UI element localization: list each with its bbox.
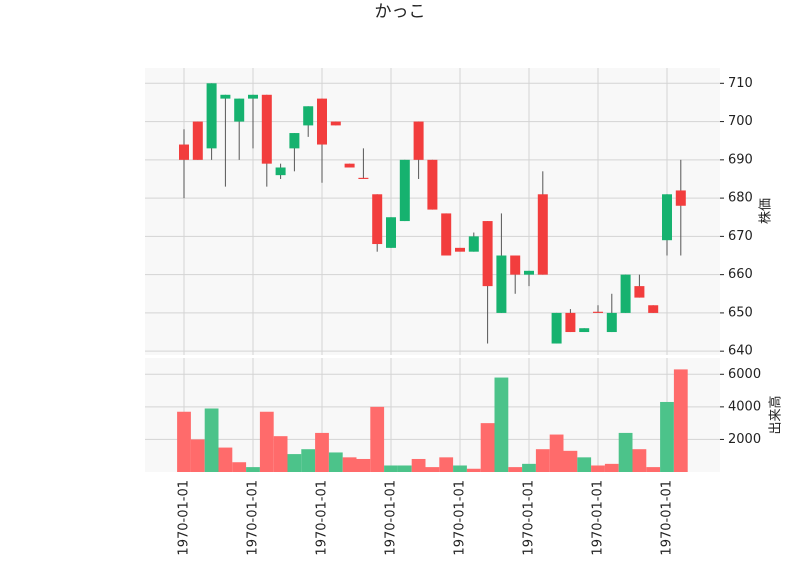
volume-tick-label: 6000 [728, 367, 761, 382]
candle-body [468, 236, 479, 252]
candle-body [455, 247, 465, 252]
volume-bar [370, 406, 385, 472]
candle-body [662, 194, 672, 241]
volume-tick-label: 4000 [728, 399, 761, 414]
volume-bar [425, 467, 440, 472]
y-tick-label: 680 [728, 191, 753, 206]
candle-body [399, 159, 410, 222]
candle-body [551, 312, 562, 344]
volume-bar [218, 447, 233, 472]
candle-body [330, 121, 341, 126]
candle-body [358, 177, 369, 179]
volume-tick-label: 2000 [728, 432, 761, 447]
candle-body [593, 311, 603, 313]
y-tick-label: 710 [728, 76, 753, 91]
candle-body [482, 221, 493, 287]
volume-axis-label: 出来高 [768, 395, 784, 434]
chart-title: かっこ [375, 2, 426, 22]
volume-bar [397, 465, 412, 472]
volume-bar [494, 377, 509, 472]
candle-body [579, 328, 590, 333]
volume-bar [204, 408, 219, 472]
volume-bar [480, 423, 495, 472]
volume-bar [535, 449, 550, 472]
candle-body [427, 159, 438, 210]
x-tick-label: 1970-01-01 [177, 480, 192, 556]
x-tick-label: 1970-01-01 [384, 480, 399, 556]
candle-body [179, 144, 189, 160]
volume-bar [618, 432, 633, 472]
candle-body [606, 312, 617, 333]
volume-bar [232, 462, 247, 472]
candle-body [620, 274, 631, 313]
candle-body [441, 213, 452, 256]
x-tick-label: 1970-01-01 [246, 480, 261, 556]
y-tick-label: 640 [728, 344, 753, 359]
candle-body [303, 106, 314, 126]
volume-bar [259, 411, 274, 472]
volume-bar [549, 434, 564, 472]
candle-body [510, 255, 521, 275]
candle-body [248, 94, 258, 99]
candle-body [675, 190, 686, 206]
volume-bar [439, 457, 454, 472]
y-tick-label: 650 [728, 305, 753, 320]
price-panel [145, 68, 720, 355]
candle-body [206, 83, 217, 149]
y-axis-label: 株価 [759, 198, 774, 224]
volume-bar [411, 458, 426, 472]
candle-body [275, 167, 286, 176]
candle-body [289, 133, 300, 149]
candle-body [386, 217, 396, 248]
volume-bar [273, 436, 288, 472]
volume-bar [342, 457, 357, 472]
volume-bar [453, 465, 467, 472]
volume-bar [315, 432, 329, 472]
x-tick-label: 1970-01-01 [522, 480, 537, 556]
candle-body [317, 98, 327, 145]
candle-body [344, 163, 355, 168]
candle-body [261, 94, 272, 164]
volume-bar [301, 449, 316, 472]
candle-body [648, 305, 659, 313]
candle-body [192, 121, 203, 160]
x-tick-label: 1970-01-01 [315, 480, 330, 556]
volume-bar [177, 411, 191, 472]
y-tick-label: 660 [728, 267, 753, 282]
volume-bar [632, 449, 647, 472]
candle-body [234, 98, 245, 122]
x-tick-label: 1970-01-01 [453, 480, 468, 556]
y-tick-label: 670 [728, 229, 753, 244]
volume-bar [466, 468, 481, 472]
volume-bar [246, 467, 260, 472]
volume-bar [563, 450, 578, 472]
volume-bar [604, 463, 619, 472]
volume-bar [356, 458, 371, 472]
volume-bar [522, 463, 536, 472]
candle-body [496, 255, 507, 313]
volume-bar [660, 401, 674, 472]
volume-bar [577, 457, 592, 472]
y-tick-label: 700 [728, 114, 753, 129]
volume-bar [287, 454, 302, 472]
candle-body [413, 121, 424, 160]
y-tick-label: 690 [728, 152, 753, 167]
candle-body [565, 312, 576, 333]
volume-bar [591, 465, 605, 472]
volume-bar [646, 467, 661, 472]
x-tick-label: 1970-01-01 [591, 480, 606, 556]
volume-bar [673, 369, 688, 472]
candle-body [524, 270, 534, 275]
volume-bar [508, 467, 523, 472]
volume-bar [384, 465, 398, 472]
candle-body [634, 286, 645, 298]
x-tick-label: 1970-01-01 [660, 480, 675, 556]
volume-bar [328, 452, 343, 472]
candle-body [220, 94, 231, 99]
volume-bar [190, 439, 205, 472]
candle-body [537, 194, 548, 275]
candle-body [372, 194, 383, 245]
